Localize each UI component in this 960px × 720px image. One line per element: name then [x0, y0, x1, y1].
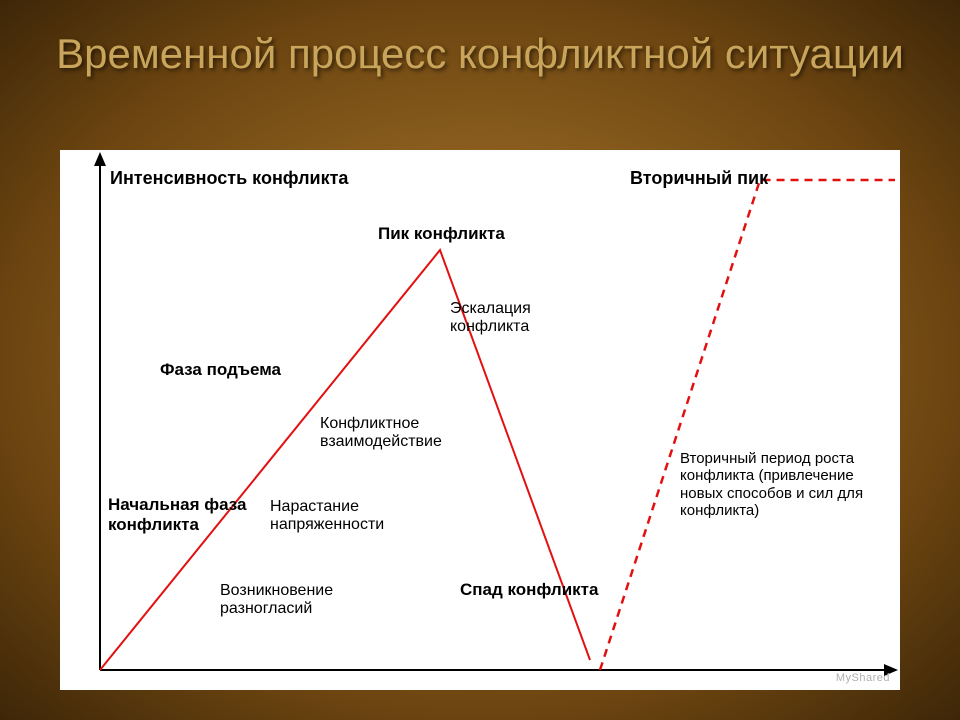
label-secondary-growth: Вторичный период роста конфликта (привле…: [680, 450, 890, 519]
watermark: MyShared: [836, 672, 890, 684]
y-axis-arrow: [94, 152, 106, 166]
label-escalation: Эскалация конфликта: [450, 300, 600, 337]
label-rise-phase: Фаза подъема: [160, 360, 360, 380]
label-initial: Начальная фаза конфликта: [108, 495, 258, 534]
label-decline: Спад конфликта: [460, 580, 660, 600]
label-tension: Нарастание напряженности: [270, 498, 470, 535]
label-peak: Пик конфликта: [378, 224, 578, 244]
label-interaction: Конфликтное взаимодействие: [320, 415, 520, 452]
label-intensity: Интенсивность конфликта: [110, 168, 410, 189]
chart-area: Интенсивность конфликта Вторичный пик Пи…: [60, 150, 900, 690]
slide-title: Временной процесс конфликтной ситуации: [0, 30, 960, 78]
label-secondary-peak: Вторичный пик: [630, 168, 830, 189]
label-emergence: Возникновение разногласий: [220, 582, 420, 619]
